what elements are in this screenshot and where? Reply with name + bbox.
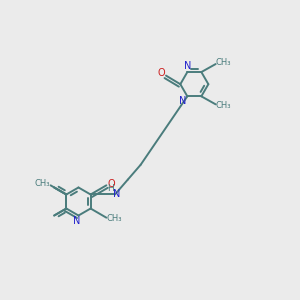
Text: N: N bbox=[184, 61, 191, 71]
Text: O: O bbox=[108, 179, 115, 189]
Text: N: N bbox=[178, 97, 186, 106]
Text: CH₃: CH₃ bbox=[216, 101, 231, 110]
Text: O: O bbox=[157, 68, 165, 78]
Text: CH₃: CH₃ bbox=[106, 214, 122, 223]
Text: N: N bbox=[113, 190, 120, 200]
Text: CH₃: CH₃ bbox=[35, 179, 50, 188]
Text: H: H bbox=[107, 184, 113, 193]
Text: N: N bbox=[74, 216, 81, 226]
Text: CH₃: CH₃ bbox=[216, 58, 231, 67]
